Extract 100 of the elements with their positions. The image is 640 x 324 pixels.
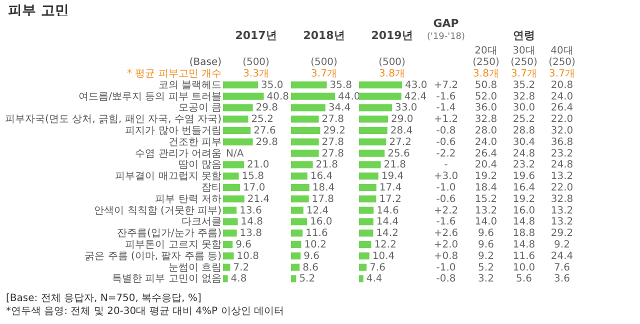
data-label: 15.8 bbox=[242, 171, 264, 182]
data-label: 12.4 bbox=[306, 205, 329, 216]
bar bbox=[359, 218, 374, 226]
bar bbox=[291, 195, 309, 202]
text: 9.6 bbox=[478, 228, 494, 240]
bar bbox=[291, 104, 326, 112]
text: 30.4 bbox=[512, 136, 536, 148]
bar bbox=[291, 264, 300, 271]
text: 14.0 bbox=[474, 216, 498, 228]
text: 26.4 bbox=[550, 102, 574, 114]
y-tick-label: 피부자국(면도 상처, 긁힘, 패인 자국, 수염 자국) bbox=[5, 114, 222, 126]
y-tick-label: 잡티 bbox=[202, 182, 222, 194]
text: 32.8 bbox=[474, 114, 498, 126]
data-label: 17.0 bbox=[243, 182, 266, 194]
text: (250) bbox=[472, 57, 500, 68]
text: - bbox=[444, 160, 448, 171]
y-tick-label: 잔주름(입가/눈가 주름) bbox=[117, 228, 222, 240]
bar bbox=[223, 116, 248, 123]
y-tick-label: 굵은 주름 (이마, 팔자 주름 등) bbox=[84, 250, 222, 262]
text: (250) bbox=[548, 57, 576, 68]
y-tick-label: 모공이 큼 bbox=[178, 102, 222, 114]
data-label: 10.2 bbox=[304, 239, 326, 250]
text: +1.2 bbox=[434, 114, 458, 126]
text: 5.6 bbox=[516, 274, 532, 285]
text: 28.0 bbox=[474, 125, 498, 136]
bar bbox=[223, 172, 239, 180]
data-label: 29.0 bbox=[390, 114, 414, 126]
text: 20.8 bbox=[550, 80, 574, 91]
data-label: 44.0 bbox=[338, 91, 360, 102]
data-label: 21.0 bbox=[247, 160, 270, 171]
bar bbox=[223, 264, 230, 271]
bar bbox=[291, 138, 319, 146]
text: (500) bbox=[378, 57, 406, 68]
y-tick-label: 안색이 칙칙함 (거뭇한 피부) bbox=[94, 205, 222, 216]
text: 35.2 bbox=[512, 80, 536, 91]
data-label: 42.4 bbox=[404, 91, 427, 102]
text: 3.2 bbox=[478, 274, 494, 285]
data-label: 35.0 bbox=[261, 80, 284, 91]
bar bbox=[291, 230, 303, 237]
text: +7.2 bbox=[434, 80, 458, 91]
bar bbox=[359, 184, 376, 192]
bar bbox=[359, 172, 378, 180]
data-label: 7.2 bbox=[233, 262, 250, 274]
bar bbox=[359, 240, 372, 248]
text: 15.2 bbox=[474, 194, 498, 205]
data-label: 9.6 bbox=[304, 250, 320, 262]
bar bbox=[359, 138, 386, 146]
text: 3.6 bbox=[554, 274, 570, 285]
text: +2.2 bbox=[434, 205, 458, 216]
y-tick-label: 특별한 피부 고민이 없음 bbox=[112, 274, 222, 285]
text: 14.8 bbox=[512, 216, 536, 228]
text: 14.8 bbox=[512, 239, 536, 250]
data-label: 35.8 bbox=[330, 80, 352, 91]
text: 13.2 bbox=[474, 205, 498, 216]
bar bbox=[359, 230, 374, 237]
text: 19.2 bbox=[474, 171, 498, 182]
annotation: 3.8개 bbox=[379, 68, 405, 80]
text: 10.0 bbox=[512, 262, 536, 274]
text: -1.0 bbox=[436, 262, 456, 274]
y-tick-label: 눈썹이 흐림 bbox=[168, 262, 222, 274]
y-tick-label: 피부 탄력 저하 bbox=[155, 194, 222, 205]
data-label: 14.8 bbox=[240, 216, 264, 228]
text: 5.2 bbox=[478, 262, 494, 274]
data-label: 34.4 bbox=[328, 102, 351, 114]
text: 24.8 bbox=[550, 160, 574, 171]
text: 9.6 bbox=[478, 239, 494, 250]
text: 19.2 bbox=[512, 194, 536, 205]
text: 13.2 bbox=[550, 216, 574, 228]
text: 16.4 bbox=[512, 182, 536, 194]
text: +2.6 bbox=[434, 228, 458, 240]
y-tick-label: 건조한 피부 bbox=[168, 136, 222, 148]
data-label: 17.2 bbox=[379, 194, 402, 205]
data-label: 27.6 bbox=[254, 125, 276, 136]
text: (Base) bbox=[189, 57, 222, 68]
text: +0.8 bbox=[434, 250, 458, 262]
data-label: 7.6 bbox=[370, 262, 386, 274]
data-label: 4.4 bbox=[366, 274, 382, 285]
text: 40대 bbox=[550, 46, 574, 57]
text: +2.0 bbox=[434, 239, 458, 250]
text: -0.6 bbox=[436, 136, 456, 148]
text: 24.0 bbox=[474, 136, 498, 148]
data-label: 29.2 bbox=[323, 125, 346, 136]
data-label: 27.8 bbox=[322, 136, 344, 148]
data-label: 4.8 bbox=[230, 274, 247, 285]
text: 13.2 bbox=[550, 171, 574, 182]
text: 연령 bbox=[512, 29, 535, 42]
bar bbox=[359, 92, 402, 100]
text: 3.7개 bbox=[511, 68, 537, 80]
y-tick-label: 땀이 많음 bbox=[178, 160, 222, 171]
data-label: 25.2 bbox=[251, 114, 274, 126]
text: 28.8 bbox=[512, 125, 536, 136]
bar bbox=[223, 126, 251, 134]
bar bbox=[291, 81, 327, 88]
text: 16.0 bbox=[512, 205, 536, 216]
text: 23.2 bbox=[512, 160, 536, 171]
bar bbox=[223, 195, 244, 202]
text: 32.0 bbox=[550, 125, 574, 136]
bar bbox=[359, 264, 367, 271]
text: 3.3개 bbox=[243, 68, 269, 80]
data-label: 16.0 bbox=[310, 216, 332, 228]
